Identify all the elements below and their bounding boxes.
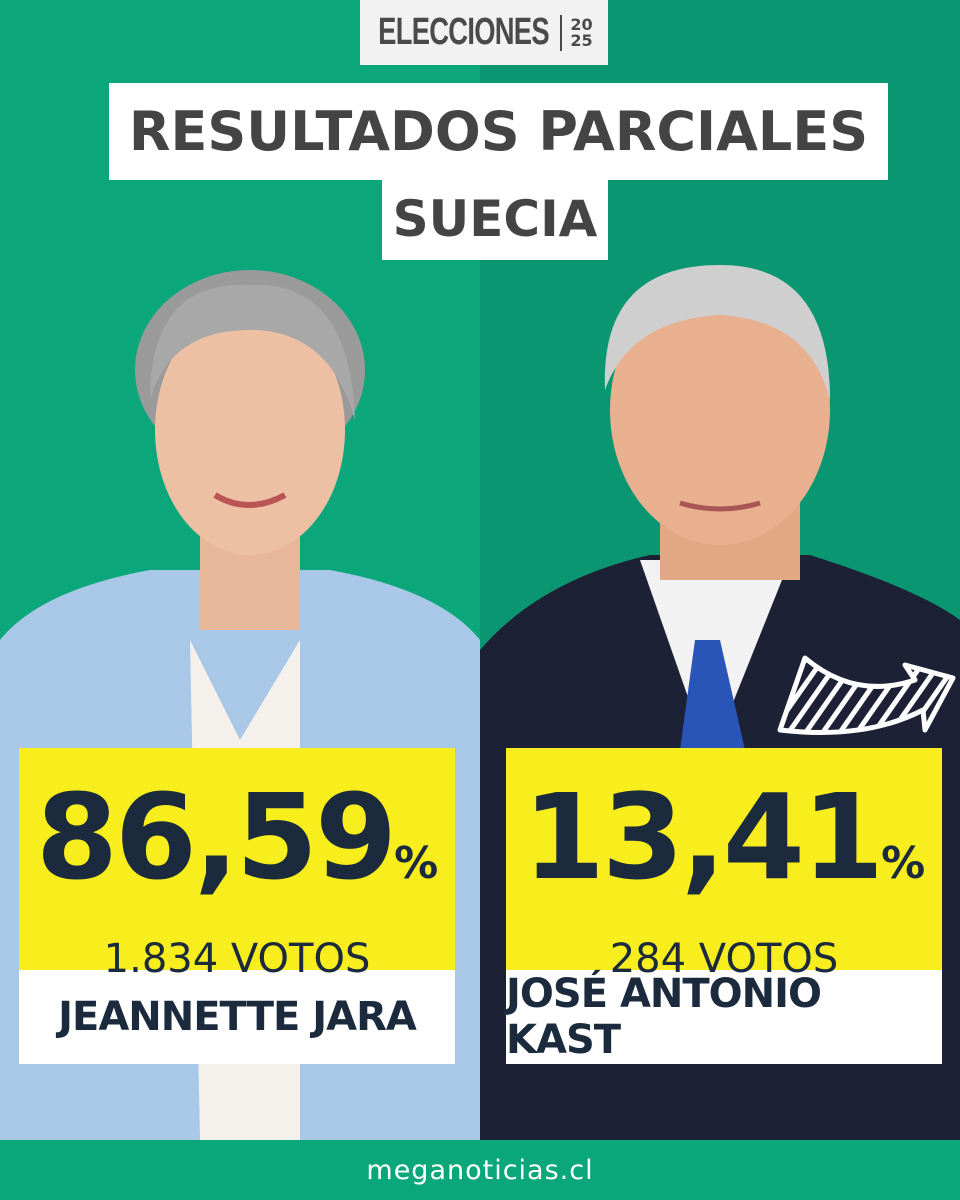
percent-value: 86,59% [19, 748, 455, 939]
logo-year-bottom: 25 [570, 30, 593, 50]
percent-sign: % [881, 838, 926, 889]
votes-count: 1.834 VOTOS [103, 936, 371, 982]
percent-value: 13,41% [506, 748, 942, 939]
trend-arrow-icon [777, 655, 956, 735]
percent-number: 86,59 [35, 768, 397, 906]
percent-sign: % [394, 838, 439, 889]
elecciones-2025-logo: ELECCIONES 20 25 [360, 0, 608, 65]
result-box: 86,59% 1.834 VOTOS [19, 748, 455, 979]
site-footer: meganoticias.cl [0, 1140, 960, 1200]
logo-divider [560, 14, 563, 51]
logo-year: 20 25 [570, 14, 593, 50]
logo-word: ELECCIONES [378, 11, 550, 53]
logo-year-top: 20 [570, 14, 593, 34]
candidate-name: JEANNETTE JARA [19, 970, 455, 1064]
percent-number: 13,41 [522, 768, 884, 906]
headline: RESULTADOS PARCIALES [109, 83, 888, 180]
result-card-kast: 13,41% 284 VOTOS JOSÉ ANTONIO KAST [506, 748, 942, 1064]
candidate-name: JOSÉ ANTONIO KAST [506, 970, 942, 1064]
result-card-jara: 86,59% 1.834 VOTOS JEANNETTE JARA [19, 748, 455, 1064]
result-box: 13,41% 284 VOTOS [506, 748, 942, 979]
country-label: SUECIA [382, 178, 608, 260]
